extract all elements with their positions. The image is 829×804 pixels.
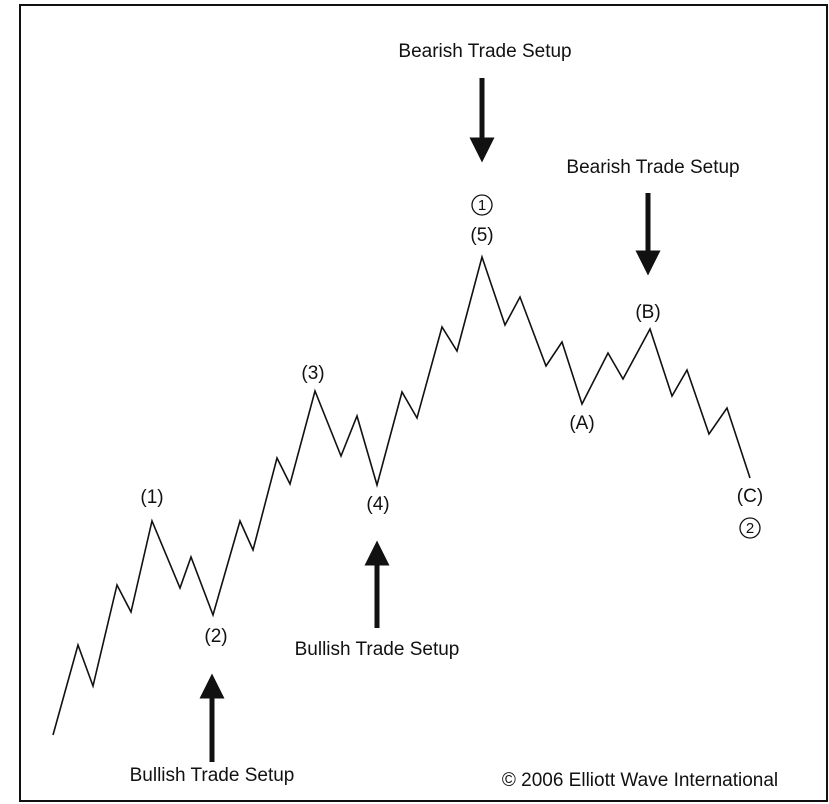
wave-label: (4) bbox=[366, 494, 389, 515]
setup-label: Bullish Trade Setup bbox=[295, 639, 460, 660]
degree-label: 1 bbox=[478, 197, 486, 214]
wave-label: (5) bbox=[470, 225, 493, 246]
degree-circle bbox=[471, 194, 493, 216]
wave-label: (C) bbox=[737, 486, 763, 507]
copyright: © 2006 Elliott Wave International bbox=[502, 770, 778, 791]
wave-line bbox=[52, 254, 751, 736]
frame bbox=[19, 4, 828, 802]
wave-label: (A) bbox=[569, 413, 594, 434]
setup-label: Bearish Trade Setup bbox=[398, 41, 571, 62]
degree-circle bbox=[739, 517, 761, 539]
wave-label: (1) bbox=[140, 487, 163, 508]
degree-label: 2 bbox=[746, 520, 754, 537]
setup-label: Bearish Trade Setup bbox=[566, 157, 739, 178]
wave-label: (B) bbox=[635, 302, 660, 323]
wave-label: (2) bbox=[204, 626, 227, 647]
wave-label: (3) bbox=[301, 363, 324, 384]
setup-label: Bullish Trade Setup bbox=[130, 765, 295, 786]
